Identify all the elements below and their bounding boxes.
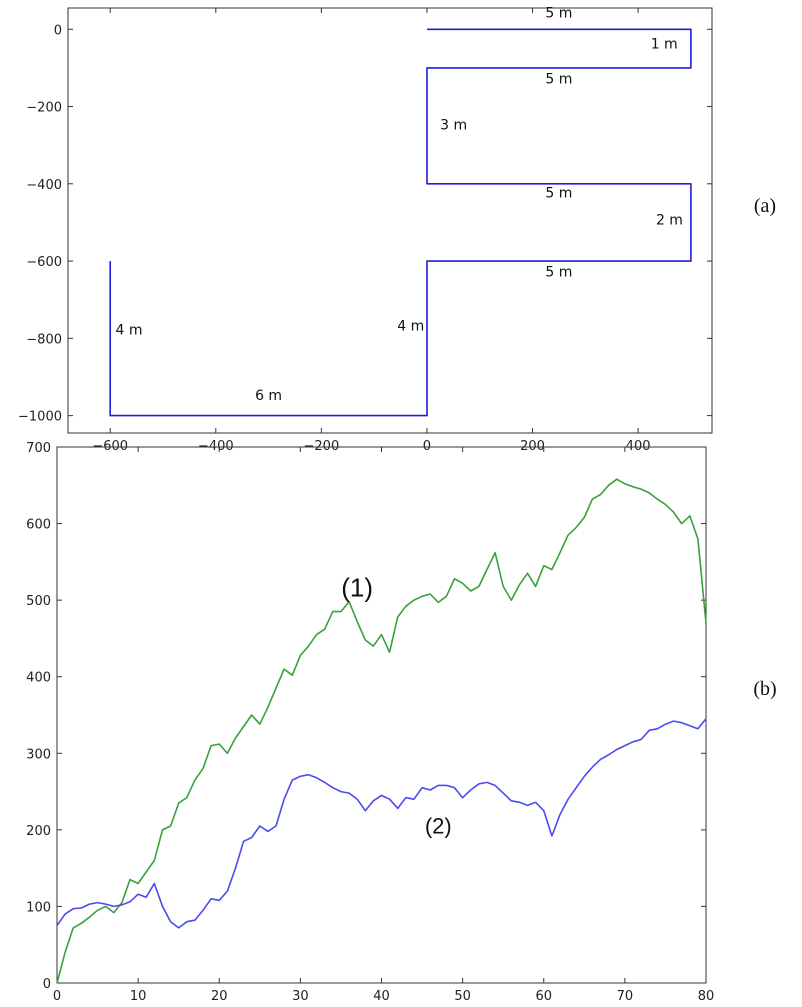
y-tick-label: 500	[26, 594, 51, 609]
series-annotation: (1)	[341, 572, 373, 602]
y-tick-label: −600	[26, 255, 62, 270]
x-tick-label: 40	[373, 989, 390, 1004]
series-line-1	[56, 478, 707, 984]
x-tick-label: 70	[617, 989, 634, 1004]
y-tick-label: −800	[26, 332, 62, 347]
x-tick-label: 30	[292, 989, 309, 1004]
series-line-2	[56, 718, 707, 929]
y-tick-label: 200	[26, 824, 51, 839]
plot-frame	[67, 7, 713, 434]
chart-panel-a: −600 −400 −200 0 200 4000−200−400−600−800−100…	[18, 6, 776, 454]
y-tick-label: 300	[26, 747, 51, 762]
segment-length-label: 2 m	[656, 212, 683, 228]
segment-length-label: 5 m	[545, 71, 572, 87]
y-tick-label: 700	[26, 441, 51, 456]
chart-panel-b: 0 10 20 30 40 50 60 70 80 0 100 200 300 400 500 600 700 (…	[26, 441, 776, 1004]
segment-length-label: 6 m	[255, 388, 282, 404]
plot-frame	[56, 446, 707, 984]
y-tick-label: 100	[26, 900, 51, 915]
x-tick-label: 60	[535, 989, 552, 1004]
segment-length-label: 5 m	[545, 185, 572, 201]
series-annotation: (2)	[425, 814, 452, 839]
x-tick-label: 10	[130, 989, 147, 1004]
x-tick-label: 50	[454, 989, 471, 1004]
segment-length-label: 4 m	[397, 319, 424, 335]
y-tick-label: 600	[26, 518, 51, 533]
segment-length-label: 3 m	[440, 118, 467, 134]
panel-label: (a)	[754, 195, 776, 217]
panel-label: (b)	[753, 678, 776, 700]
y-tick-label: 0	[43, 977, 51, 992]
series-line-1	[109, 28, 692, 417]
x-tick-label: 20	[211, 989, 228, 1004]
segment-length-label: 4 m	[116, 322, 143, 338]
y-tick-label: −200	[26, 101, 62, 116]
y-tick-label: 400	[26, 671, 51, 686]
segment-length-label: 1 m	[651, 37, 678, 53]
y-tick-label: 0	[54, 23, 62, 38]
x-tick-label: 80	[698, 989, 715, 1004]
y-tick-label: −1000	[18, 410, 62, 425]
segment-length-label: 5 m	[545, 265, 572, 281]
y-tick-label: −400	[26, 178, 62, 193]
segment-length-label: 5 m	[545, 6, 572, 22]
x-tick-label: 0	[53, 989, 61, 1004]
